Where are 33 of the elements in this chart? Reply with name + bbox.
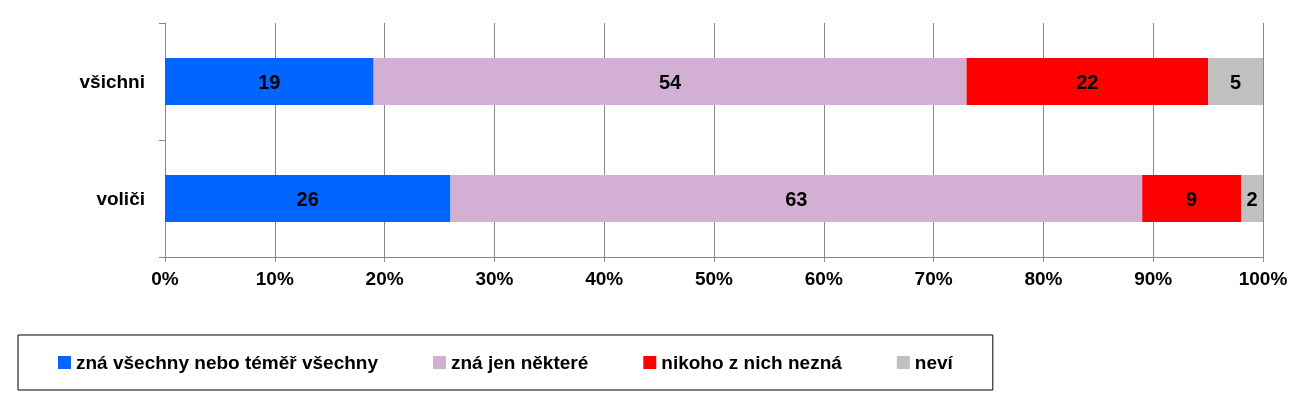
legend-label: neví xyxy=(914,352,954,373)
data-label: 9 xyxy=(1186,187,1198,210)
x-tick-label: 80% xyxy=(1024,268,1063,289)
legend-label: zná všechny nebo téměř všechny xyxy=(76,352,379,373)
bar xyxy=(966,58,1209,105)
bar xyxy=(373,58,967,105)
x-tick-label: 50% xyxy=(694,268,734,289)
x-tick-label: 30% xyxy=(475,268,514,289)
legend-label: zná jen některé xyxy=(451,352,589,373)
x-tick-label: 60% xyxy=(804,268,843,289)
bar xyxy=(1142,175,1242,222)
data-label: 54 xyxy=(658,70,683,93)
x-tick-label: 90% xyxy=(1134,268,1173,289)
x-tick-label: 20% xyxy=(365,268,404,289)
bar xyxy=(1241,175,1263,222)
data-label: 22 xyxy=(1076,70,1099,93)
bar xyxy=(165,58,374,105)
bar xyxy=(1208,58,1263,105)
data-label: 63 xyxy=(785,187,808,210)
y-tick-label: všichni xyxy=(79,71,145,92)
data-label: 26 xyxy=(296,187,319,210)
bar xyxy=(450,175,1143,222)
data-label: 19 xyxy=(258,70,281,93)
data-label: 5 xyxy=(1229,70,1242,93)
x-tick-label: 0% xyxy=(151,268,179,289)
data-label: 2 xyxy=(1246,187,1258,210)
x-tick-label: 40% xyxy=(585,268,624,289)
legend-label: nikoho z nich nezná xyxy=(661,352,843,373)
y-tick-label: voliči xyxy=(96,188,145,209)
bar xyxy=(165,175,451,222)
x-tick-label: 10% xyxy=(255,268,294,289)
x-tick-label: 70% xyxy=(914,268,953,289)
x-tick-label: 100% xyxy=(1238,268,1288,289)
